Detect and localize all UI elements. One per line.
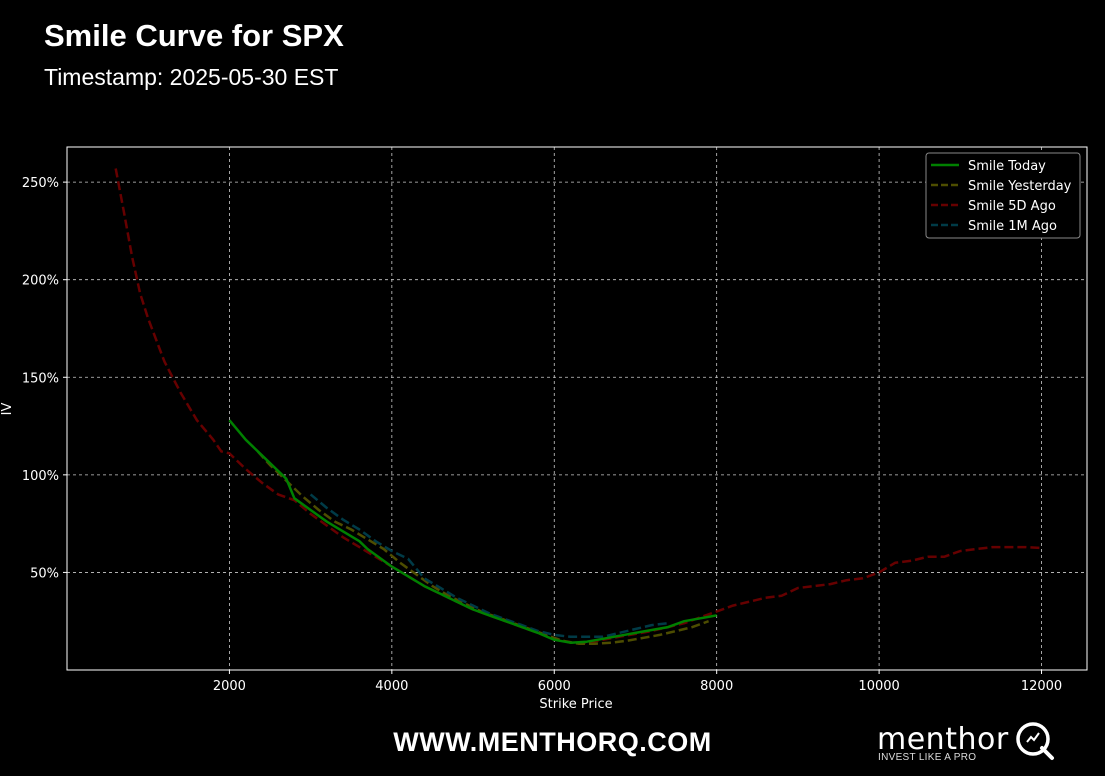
x-axis-label: Strike Price: [539, 697, 612, 712]
brand-logo-block: menthor INVEST LIKE A PRO: [877, 722, 1054, 763]
legend-label: Smile 5D Ago: [968, 199, 1056, 214]
x-tick-label: 12000: [1021, 679, 1062, 694]
plot-frame: [66, 146, 1088, 671]
grid: [67, 147, 1087, 670]
q-magnifier-logo-icon: [1016, 722, 1054, 760]
legend-label: Smile Today: [968, 159, 1046, 174]
brand-tagline: INVEST LIKE A PRO: [878, 752, 977, 763]
legend-box: [925, 152, 1081, 239]
series-lines: [114, 168, 1042, 645]
y-tick-label: 100%: [22, 469, 59, 484]
y-tick-label: 150%: [22, 371, 59, 386]
x-tick-label: 10000: [858, 679, 899, 694]
legend: Smile Today Smile Yesterday Smile 5D Ago Sm…: [925, 152, 1081, 239]
y-axis-label: IV: [0, 403, 15, 416]
x-tick-label: 2000: [213, 679, 246, 694]
y-tick-label: 250%: [22, 176, 59, 191]
axis-ticks: 2000 4000 6000 8000 10000 12000 50% 100% 150% 200…: [22, 176, 1062, 694]
brand-name: menthor: [877, 722, 1009, 757]
legend-label: Smile 1M Ago: [968, 219, 1057, 234]
chart-subtitle: Timestamp: 2025-05-30 EST: [44, 64, 339, 90]
x-tick-label: 4000: [375, 679, 408, 694]
y-tick-label: 200%: [22, 274, 59, 289]
x-tick-label: 8000: [700, 679, 733, 694]
chart-title: Smile Curve for SPX: [44, 18, 344, 53]
y-tick-label: 50%: [30, 566, 59, 581]
series-line-smile-5d-ago: [114, 168, 1042, 644]
x-tick-label: 6000: [538, 679, 571, 694]
series-line-smile-yesterday: [256, 450, 710, 645]
series-line-smile-today: [228, 419, 717, 644]
legend-label: Smile Yesterday: [968, 179, 1072, 194]
